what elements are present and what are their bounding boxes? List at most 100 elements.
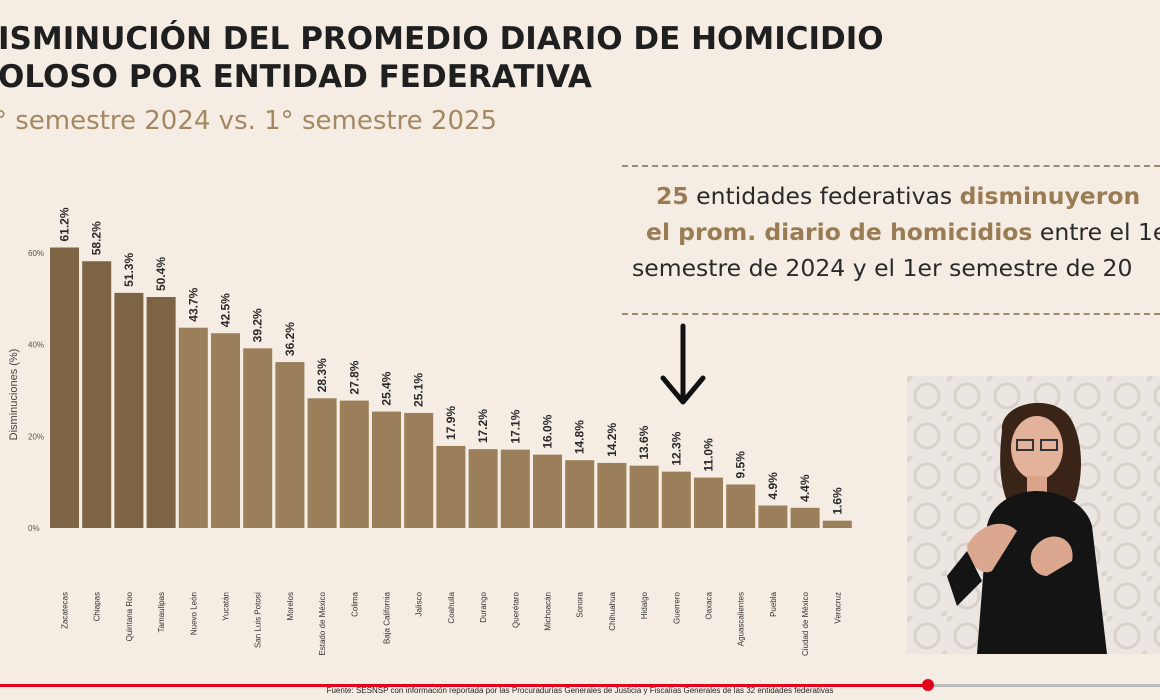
callout-highlight-1: disminuyeron xyxy=(959,182,1141,210)
down-arrow-icon xyxy=(660,323,706,405)
category-label: Querétaro xyxy=(511,591,520,628)
data-label: 25.4% xyxy=(380,371,394,405)
category-label: Ciudad de México xyxy=(801,591,810,656)
bar xyxy=(597,462,627,528)
y-tick-label: 60% xyxy=(28,249,44,258)
bar-chart: 0% 20% 40% 60% Disminuciones (%) 61.2% Zacatec… xyxy=(8,207,852,656)
data-label: 58.2% xyxy=(90,221,104,255)
y-tick-label: 0% xyxy=(28,524,40,533)
bar xyxy=(565,460,595,528)
category-label: Coahuila xyxy=(447,591,456,623)
bar xyxy=(211,333,240,528)
category-label: Estado de México xyxy=(318,591,327,655)
bar xyxy=(500,449,530,528)
category-label: Aguascalientes xyxy=(737,592,746,646)
category-label: Guerrero xyxy=(672,591,681,624)
data-label: 14.2% xyxy=(605,423,619,457)
category-label: Morelos xyxy=(286,592,295,620)
bar xyxy=(178,327,208,528)
bar xyxy=(468,449,498,528)
y-tick-label: 40% xyxy=(28,341,44,350)
category-label: Chiapas xyxy=(93,592,102,621)
category-label: Michoacán xyxy=(544,592,553,631)
category-label: Baja California xyxy=(383,591,392,644)
callout-text: 25 entidades federativas disminuyeron el… xyxy=(612,178,1160,286)
bar xyxy=(275,362,305,528)
category-label: Sonora xyxy=(576,591,585,617)
bar xyxy=(661,471,691,528)
category-label: Hidalgo xyxy=(640,591,649,619)
data-label: 17.1% xyxy=(508,409,522,443)
bar xyxy=(822,520,852,528)
callout-text-3: semestre de 2024 y el 1er semestre de 20 xyxy=(632,254,1133,282)
data-label: 1.6% xyxy=(830,487,844,515)
bar xyxy=(243,348,273,528)
data-label: 9.5% xyxy=(734,451,748,479)
sign-language-interpreter-video xyxy=(907,376,1160,654)
category-label: Nuevo León xyxy=(189,592,198,635)
data-label: 11.0% xyxy=(702,438,716,472)
page-subtitle: ° semestre 2024 vs. 1° semestre 2025 xyxy=(0,106,498,136)
data-label: 50.4% xyxy=(154,257,168,291)
source-footnote: Fuente: SESNSP con información reportada… xyxy=(326,686,834,695)
category-label: San Luis Potosí xyxy=(254,591,263,648)
category-label: Tamaulipas xyxy=(157,592,166,632)
callout-text-2: entre el 1e xyxy=(1032,218,1160,246)
bar xyxy=(50,247,79,528)
interpreter-person-icon xyxy=(907,376,1160,654)
data-label: 43.7% xyxy=(186,287,200,321)
data-label: 42.5% xyxy=(219,293,233,327)
data-label: 4.9% xyxy=(766,472,780,500)
title-line-1: ISMINUCIÓN DEL PROMEDIO DIARIO DE HOMICI… xyxy=(0,21,884,57)
data-label: 14.8% xyxy=(573,420,587,454)
data-label: 39.2% xyxy=(251,308,265,342)
data-label: 16.0% xyxy=(541,414,555,448)
category-label: Yucatán xyxy=(222,592,231,621)
bar xyxy=(307,398,337,528)
category-label: Chihuahua xyxy=(608,591,617,630)
callout-text-1: entidades federativas xyxy=(688,182,960,210)
data-label: 27.8% xyxy=(347,360,361,394)
bar xyxy=(790,507,820,528)
category-label: Colima xyxy=(350,591,359,616)
data-label: 17.2% xyxy=(476,409,490,443)
video-progress-knob[interactable] xyxy=(922,679,934,691)
bar xyxy=(372,411,401,528)
video-progress-bar[interactable] xyxy=(0,679,1160,691)
bar xyxy=(404,412,434,528)
category-label: Puebla xyxy=(769,591,778,616)
callout-divider-bottom xyxy=(622,313,1160,315)
data-label: 25.1% xyxy=(412,373,426,407)
category-label: Zacatecas xyxy=(61,592,70,629)
category-label: Durango xyxy=(479,591,488,622)
category-label: Oaxaca xyxy=(705,591,714,619)
data-label: 17.9% xyxy=(444,406,458,440)
bar xyxy=(82,261,112,528)
bar xyxy=(114,292,144,528)
callout-divider-top xyxy=(622,165,1160,167)
data-label: 12.3% xyxy=(669,431,683,465)
bar xyxy=(339,400,369,528)
data-label: 4.4% xyxy=(798,474,812,502)
category-label: Quintana Roo xyxy=(125,591,134,641)
video-progress-fill xyxy=(0,684,928,687)
bar xyxy=(146,297,176,528)
y-axis-label: Disminuciones (%) xyxy=(8,349,20,441)
data-label: 51.3% xyxy=(122,253,136,287)
data-label: 28.3% xyxy=(315,358,329,392)
y-tick-label: 20% xyxy=(28,432,44,441)
bar xyxy=(436,445,466,528)
callout-count: 25 xyxy=(656,182,689,210)
page-title: ISMINUCIÓN DEL PROMEDIO DIARIO DE HOMICI… xyxy=(0,20,898,96)
data-label: 61.2% xyxy=(58,207,72,241)
bar xyxy=(694,477,723,528)
title-line-2: OLOSO POR ENTIDAD FEDERATIVA xyxy=(0,59,592,95)
category-label: Veracruz xyxy=(833,592,842,624)
data-label: 36.2% xyxy=(283,322,297,356)
bar xyxy=(533,454,562,528)
data-label: 13.6% xyxy=(637,425,651,459)
bar xyxy=(629,465,659,528)
callout-highlight-2: el prom. diario de homicidios xyxy=(646,218,1033,246)
bar xyxy=(758,505,788,528)
category-label: Jalisco xyxy=(415,591,424,616)
